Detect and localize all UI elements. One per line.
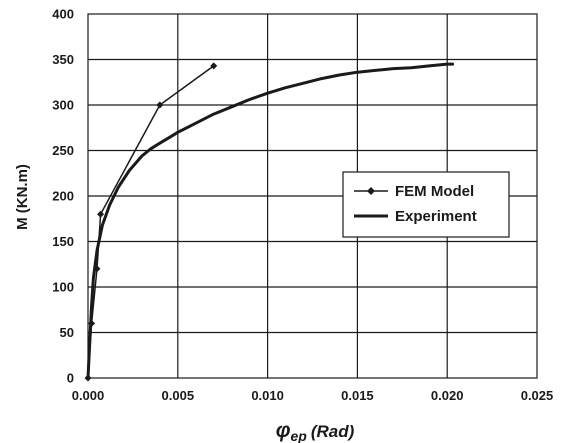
x-axis-unit: (Rad) — [311, 422, 355, 441]
fem-point-marker — [93, 265, 101, 273]
fem-point-marker — [88, 319, 96, 327]
plot-area-frame — [87, 13, 538, 379]
y-tick-label: 100 — [52, 280, 74, 295]
x-axis-symbol: φ — [276, 419, 291, 442]
grid-lines — [88, 14, 537, 378]
legend-fem-label: FEM Model — [395, 183, 474, 200]
fem-point-marker — [84, 374, 92, 382]
y-tick-label: 0 — [67, 371, 74, 386]
legend-experiment-label: Experiment — [395, 208, 477, 225]
series-fem-line — [87, 65, 215, 379]
x-tick-label: 0.000 — [72, 388, 105, 403]
y-tick-label: 350 — [52, 52, 74, 67]
legend-box — [342, 171, 510, 238]
x-tick-label: 0.005 — [162, 388, 195, 403]
x-tick-label: 0.010 — [251, 388, 284, 403]
x-axis-title: φep (Rad) — [276, 419, 355, 443]
fem-point-marker — [156, 101, 164, 109]
x-axis-subscript: ep — [290, 428, 307, 443]
fem-point-marker — [210, 62, 218, 70]
fem-point-marker — [97, 210, 105, 218]
series-experiment-line — [86, 62, 455, 380]
y-tick-label: 300 — [52, 98, 74, 113]
y-tick-label: 250 — [52, 143, 74, 158]
y-axis-title: M (KN.m) — [14, 164, 31, 230]
x-tick-label: 0.015 — [341, 388, 374, 403]
x-tick-label: 0.020 — [431, 388, 464, 403]
x-axis-tick-labels: 0.000 0.005 0.010 0.015 0.020 0.025 — [72, 388, 554, 403]
legend-fem-marker — [367, 187, 375, 195]
series-layer — [84, 62, 455, 382]
y-tick-label: 150 — [52, 234, 74, 249]
legend: FEM Model Experiment — [342, 171, 510, 238]
y-tick-label: 200 — [52, 189, 74, 204]
y-tick-label: 400 — [52, 7, 74, 22]
y-axis-tick-labels: 0 50 100 150 200 250 300 350 400 — [52, 7, 74, 386]
y-tick-label: 50 — [60, 325, 74, 340]
x-tick-label: 0.025 — [521, 388, 554, 403]
